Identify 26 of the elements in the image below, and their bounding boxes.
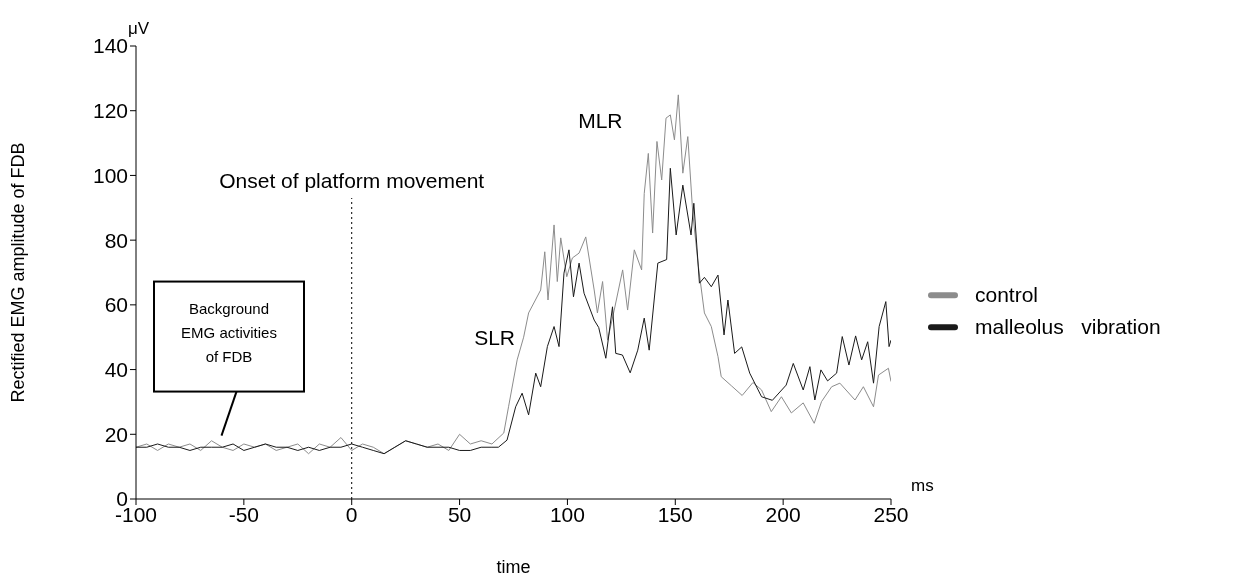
line-series	[136, 167, 891, 455]
x-tick-label: 250	[873, 502, 909, 526]
line-series	[136, 94, 891, 455]
y-tick-label: 80	[104, 228, 128, 252]
text: ms	[911, 476, 934, 495]
x-tick-label: 150	[657, 502, 693, 526]
x-tick-label: 0	[345, 502, 358, 526]
annotation: Background EMG activities of FDB	[181, 299, 277, 365]
y-tick-label: 100	[92, 163, 128, 187]
x-tick-label: 200	[765, 502, 801, 526]
y-tick-label: 60	[104, 293, 128, 317]
x-tick-label: 50	[447, 502, 472, 526]
y-tick-label: 20	[104, 422, 128, 446]
y-axis-title: Rectified EMG amplitude of FDB	[8, 142, 29, 403]
x-axis-title: time	[496, 557, 531, 577]
x-tick-label: 100	[549, 502, 585, 526]
x-tick-label: -50	[228, 502, 260, 526]
legend-label: malleolus vibration	[975, 315, 1161, 339]
y-tick-label: 40	[104, 358, 128, 382]
ref-line-label: Onset of platform movement	[219, 169, 485, 192]
text: μV	[128, 19, 150, 38]
y-tick-label: 120	[92, 99, 128, 123]
legend-label: control	[975, 283, 1039, 307]
y-tick-label: 140	[92, 34, 128, 58]
annotation: MLR	[578, 108, 623, 132]
annotation: SLR	[474, 325, 516, 349]
